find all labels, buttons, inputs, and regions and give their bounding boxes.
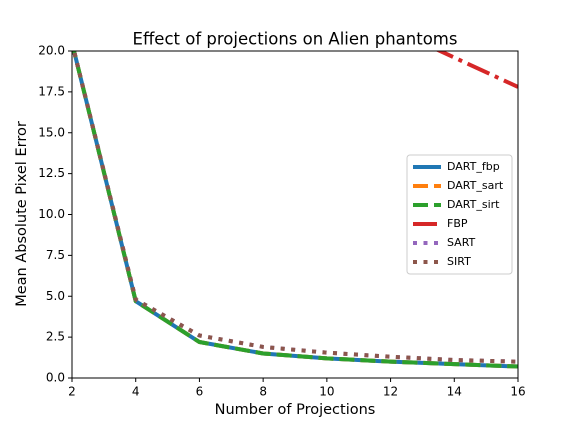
legend-box — [406, 154, 513, 275]
x-tick-label: 10 — [319, 385, 334, 399]
y-axis-label: Mean Absolute Pixel Error — [14, 121, 30, 307]
series-line — [72, 51, 518, 364]
y-tick-label: 20.0 — [38, 44, 65, 58]
legend-label: SIRT — [447, 255, 471, 268]
x-tick-label: 14 — [447, 385, 462, 399]
x-tick-label: 12 — [383, 385, 398, 399]
y-tick-label: 10.0 — [38, 207, 65, 221]
legend-label: DART_fbp — [447, 160, 500, 173]
x-tick-label: 2 — [68, 385, 76, 399]
series-line — [435, 51, 518, 89]
y-tick-label: 5.0 — [46, 289, 65, 303]
legend-label: SART — [447, 236, 476, 249]
y-tick-label: 12.5 — [38, 166, 65, 180]
x-tick-label: 8 — [259, 385, 267, 399]
x-axis-label: Number of Projections — [215, 402, 376, 418]
x-tick-label: 6 — [196, 385, 204, 399]
chart-title: Effect of projections on Alien phantoms — [133, 30, 458, 49]
series-line — [72, 51, 518, 369]
y-tick-label: 7.5 — [46, 248, 65, 262]
y-tick-label: 17.5 — [38, 84, 65, 98]
legend-label: DART_sirt — [447, 198, 500, 211]
y-tick-label: 15.0 — [38, 125, 65, 139]
legend-label: FBP — [447, 217, 468, 230]
x-tick-label: 16 — [510, 385, 525, 399]
legend: DART_fbp DART_sart DART_sirt FBP SART SIRT — [406, 154, 513, 275]
legend-label: DART_sart — [447, 179, 504, 192]
x-tick-label: 4 — [132, 385, 140, 399]
y-tick-label: 2.5 — [46, 330, 65, 344]
y-tick-label: 0.0 — [46, 371, 65, 385]
plot-area — [72, 51, 518, 369]
